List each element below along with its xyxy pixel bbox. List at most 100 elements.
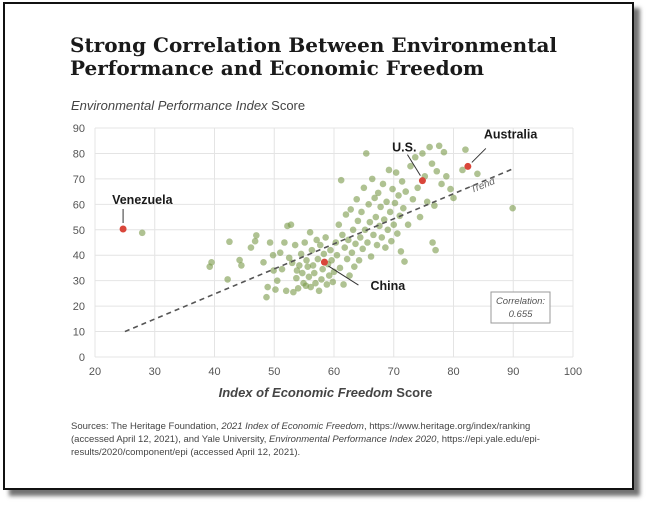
data-point	[340, 281, 347, 288]
data-point	[345, 236, 352, 244]
data-point	[372, 213, 380, 221]
data-point	[378, 234, 386, 241]
data-point	[395, 192, 402, 199]
sources-part-2: 2021 Index of Economic Freedom	[221, 421, 364, 432]
data-point	[251, 237, 259, 245]
data-point	[391, 199, 399, 207]
data-point	[394, 230, 401, 237]
data-point	[366, 218, 374, 226]
highlighted-point	[320, 258, 328, 266]
y-tick-label: 70	[73, 174, 85, 186]
y-tick-label: 50	[73, 225, 85, 237]
data-point	[247, 244, 255, 251]
y-tick-label: 40	[73, 250, 85, 262]
data-point	[315, 287, 323, 295]
data-point	[351, 263, 358, 270]
data-point	[208, 259, 215, 266]
y-axis-label-rest: Score	[267, 98, 306, 113]
trend-line	[124, 167, 514, 333]
data-points	[138, 142, 516, 301]
callout-line	[471, 148, 487, 163]
data-point	[367, 253, 375, 260]
data-point	[320, 250, 328, 258]
highlighted-point	[119, 225, 127, 233]
data-point	[346, 272, 353, 279]
correlation-box: Correlation: 0.655	[490, 291, 551, 324]
data-point	[278, 265, 286, 273]
x-tick-label: 30	[149, 366, 161, 378]
sources-part-4: Environmental Performance Index 2020	[269, 434, 437, 445]
y-tick-label: 80	[73, 148, 85, 160]
data-point	[276, 249, 284, 256]
data-point	[291, 241, 299, 249]
correlation-label: Correlation:	[496, 296, 545, 307]
data-point	[374, 189, 382, 197]
country-label: U.S.	[392, 141, 416, 155]
data-point	[337, 176, 345, 184]
data-point	[414, 184, 421, 192]
data-point	[325, 272, 333, 279]
data-point	[364, 239, 371, 246]
y-tick-labels: 0 10 20 30 40 50 60 70 80 90	[73, 123, 85, 364]
x-tick-label: 80	[447, 366, 459, 378]
data-point	[438, 180, 445, 188]
data-point	[509, 204, 516, 212]
data-point	[306, 229, 314, 236]
data-point	[401, 258, 408, 265]
data-point	[348, 249, 356, 256]
data-point	[433, 167, 441, 175]
data-point	[416, 213, 424, 221]
data-point	[400, 204, 407, 212]
data-point	[459, 166, 466, 174]
data-point	[355, 257, 363, 264]
data-point	[263, 293, 270, 301]
data-point	[308, 246, 316, 254]
data-point	[419, 150, 426, 157]
data-point	[301, 239, 309, 246]
data-point	[319, 265, 326, 273]
data-point	[409, 195, 417, 203]
data-point	[343, 255, 351, 263]
x-tick-label: 40	[208, 366, 220, 378]
data-point	[384, 226, 392, 234]
highlighted-countries: Venezuela U.S. Australia China	[112, 127, 538, 293]
data-point	[307, 283, 314, 291]
callout-line	[328, 265, 359, 286]
data-point	[352, 240, 359, 248]
y-tick-label: 60	[73, 199, 85, 211]
data-point	[224, 276, 231, 283]
data-point	[347, 206, 355, 213]
data-point	[462, 146, 469, 153]
country-label: Australia	[484, 127, 539, 141]
data-point	[313, 236, 320, 244]
data-point	[443, 173, 450, 180]
y-tick-label: 10	[73, 327, 85, 339]
data-point	[293, 274, 300, 282]
data-point	[304, 263, 312, 270]
data-point	[356, 234, 364, 241]
data-point	[361, 226, 369, 234]
data-point	[328, 257, 335, 264]
x-axis-label-italic: Index of Economic Freedom	[218, 385, 393, 400]
correlation-value: 0.655	[509, 309, 533, 320]
data-point	[318, 276, 325, 283]
data-point	[428, 160, 436, 167]
data-point	[371, 194, 378, 202]
data-point	[362, 150, 370, 157]
data-point	[336, 264, 344, 272]
data-point	[327, 246, 334, 254]
data-point	[293, 267, 301, 274]
data-point	[266, 239, 274, 246]
x-tick-label: 50	[268, 366, 280, 378]
data-point	[389, 185, 396, 193]
data-point	[303, 257, 310, 264]
data-point	[287, 221, 295, 228]
data-point	[297, 250, 305, 258]
data-point	[281, 239, 288, 246]
data-point	[359, 245, 366, 253]
chart-title: Strong Correlation Between Environmental…	[70, 33, 558, 80]
country-label: Venezuela	[112, 193, 173, 207]
data-point	[322, 234, 329, 241]
data-point	[370, 231, 377, 239]
data-point	[238, 262, 245, 269]
